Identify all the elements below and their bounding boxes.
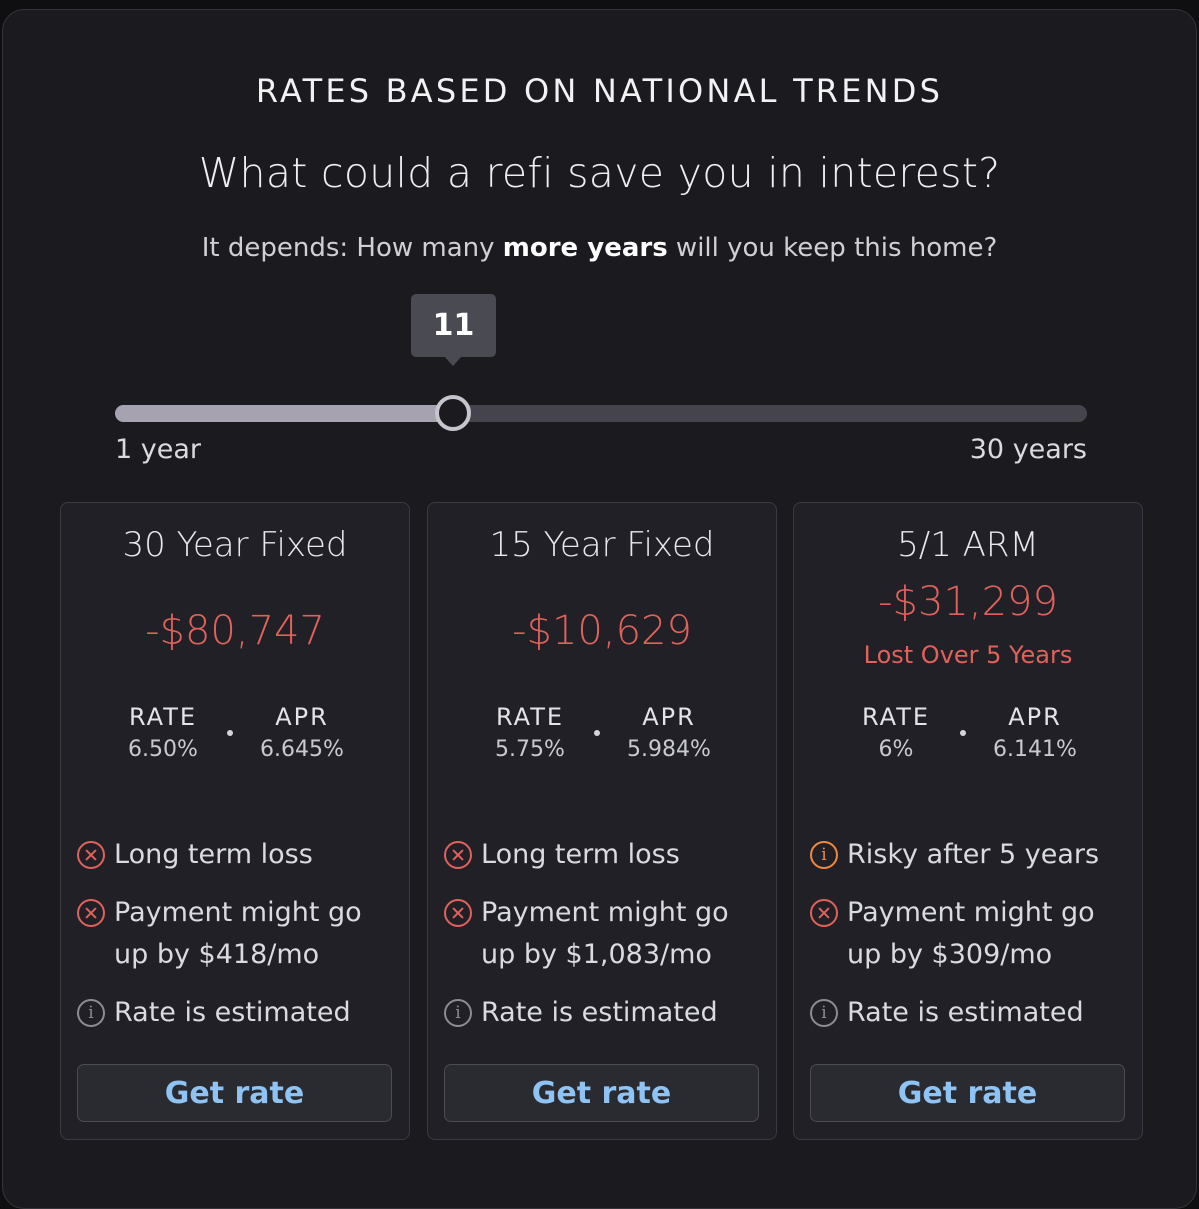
section-eyebrow: RATES BASED ON NATIONAL TRENDS: [255, 72, 944, 110]
apr-value: 6.645%: [260, 737, 344, 762]
savings-amount: -$10,629: [512, 608, 692, 654]
rate-label: RATE: [495, 703, 565, 731]
slider-max-label: 30 years: [969, 434, 1087, 465]
feature-item: i Rate is estimated: [810, 992, 1130, 1034]
feature-text: Payment might go: [481, 897, 729, 928]
separator-dot: [227, 729, 233, 736]
rate-label: RATE: [128, 703, 198, 731]
feature-text: Long term loss: [114, 839, 313, 870]
apr-value: 6.141%: [993, 737, 1077, 762]
feature-text-line2: up by $418/mo: [114, 939, 320, 970]
loan-card-15-year-fixed: 15 Year Fixed -$10,629 RATE 5.75% APR 5.98…: [427, 502, 777, 1140]
feature-item: i Risky after 5 years: [810, 834, 1130, 876]
info-circle-icon: i: [810, 999, 838, 1027]
question-emphasis: more years: [502, 233, 668, 263]
apr-value: 5.984%: [627, 737, 711, 762]
feature-text: Risky after 5 years: [847, 839, 1100, 870]
feature-text-line2: up by $1,083/mo: [481, 939, 712, 970]
loan-card-30-year-fixed: 30 Year Fixed -$80,747 RATE 6.50% APR 6.64…: [60, 502, 410, 1140]
get-rate-button[interactable]: Get rate: [444, 1064, 759, 1122]
separator-dot: [594, 729, 600, 736]
question-suffix: will you keep this home?: [667, 233, 998, 263]
feature-item: Payment might go up by $418/mo: [77, 892, 397, 976]
apr-label: APR: [642, 703, 696, 731]
feature-item: i Rate is estimated: [77, 992, 397, 1034]
loan-card-5-1-arm: 5/1 ARM -$31,299 Lost Over 5 Years RATE 6…: [793, 502, 1143, 1140]
rate-label: RATE: [861, 703, 931, 731]
feature-item: i Rate is estimated: [444, 992, 764, 1034]
feature-item: Long term loss: [77, 834, 397, 876]
loan-card-title: 5/1 ARM: [897, 525, 1039, 565]
apr-label: APR: [1008, 703, 1062, 731]
warning-circle-icon: i: [810, 841, 838, 869]
rate-apr-row: RATE 6.50% APR 6.645%: [61, 703, 409, 762]
rate-apr-row: RATE 6% APR 6.141%: [794, 703, 1142, 762]
feature-item: Long term loss: [444, 834, 764, 876]
feature-text: Rate is estimated: [847, 997, 1084, 1028]
x-circle-icon: [77, 841, 105, 869]
x-circle-icon: [810, 899, 838, 927]
rate-apr-row: RATE 5.75% APR 5.984%: [428, 703, 776, 762]
x-circle-icon: [444, 899, 472, 927]
info-circle-icon: i: [77, 999, 105, 1027]
x-circle-icon: [77, 899, 105, 927]
years-slider-fill: [115, 405, 453, 422]
info-circle-icon: i: [444, 999, 472, 1027]
feature-text: Rate is estimated: [114, 997, 351, 1028]
get-rate-button[interactable]: Get rate: [810, 1064, 1125, 1122]
loss-period-note: Lost Over 5 Years: [863, 641, 1073, 669]
savings-amount: -$31,299: [878, 579, 1058, 625]
separator-dot: [960, 729, 966, 736]
rate-value: 6%: [878, 737, 914, 762]
loan-card-title: 15 Year Fixed: [489, 525, 715, 565]
feature-item: Payment might go up by $1,083/mo: [444, 892, 764, 976]
feature-text: Rate is estimated: [481, 997, 718, 1028]
x-circle-icon: [444, 841, 472, 869]
feature-text: Payment might go: [114, 897, 362, 928]
page-title: What could a refi save you in interest?: [198, 149, 1001, 197]
years-question: It depends: How many more years will you…: [0, 233, 1199, 263]
feature-text-line2: up by $309/mo: [847, 939, 1053, 970]
question-prefix: It depends: How many: [201, 233, 503, 263]
years-slider-thumb[interactable]: [434, 395, 471, 431]
feature-item: Payment might go up by $309/mo: [810, 892, 1130, 976]
slider-value-tooltip: 11: [410, 294, 496, 366]
feature-text: Payment might go: [847, 897, 1095, 928]
rate-value: 6.50%: [128, 737, 198, 762]
feature-text: Long term loss: [481, 839, 680, 870]
years-slider-track[interactable]: [115, 405, 1087, 422]
get-rate-button[interactable]: Get rate: [77, 1064, 392, 1122]
slider-min-label: 1 year: [115, 434, 201, 465]
apr-label: APR: [275, 703, 329, 731]
rate-value: 5.75%: [495, 737, 565, 762]
loan-card-title: 30 Year Fixed: [122, 525, 348, 565]
savings-amount: -$80,747: [145, 608, 325, 654]
